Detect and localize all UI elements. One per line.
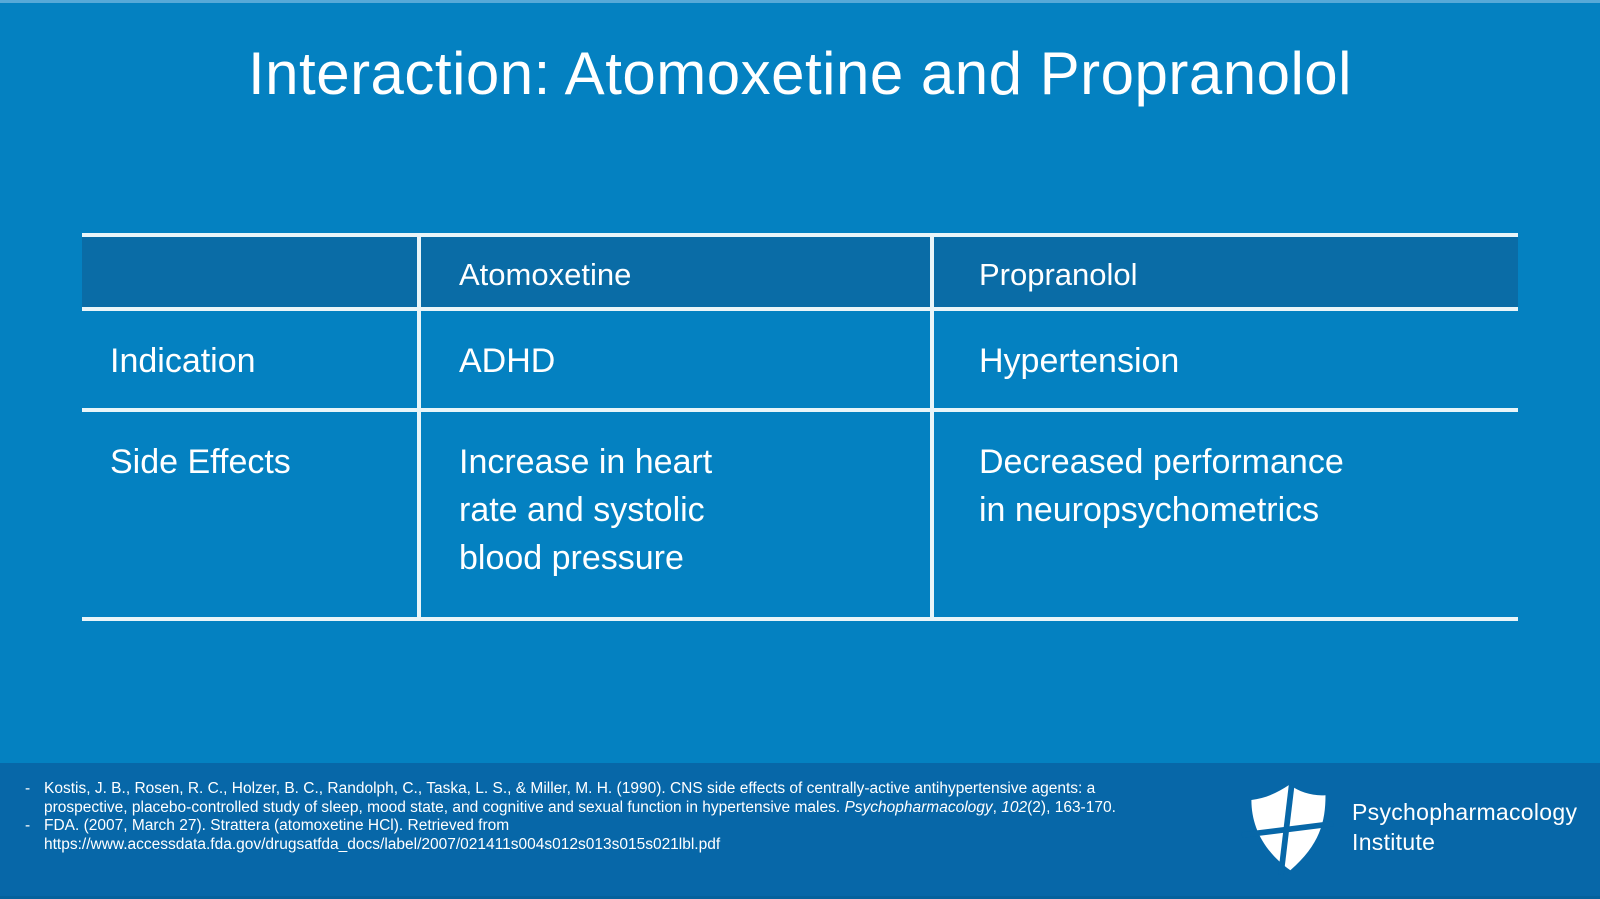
table-row-side-effects: Side Effects Increase in heart rate and … — [82, 408, 1518, 617]
reference-citation-kostis: Kostis, J. B., Rosen, R. C., Holzer, B. … — [44, 780, 1116, 817]
cell-side-effects-propranolol: Decreased performance in neuropsychometr… — [930, 412, 1518, 617]
row-label-indication: Indication — [110, 342, 256, 380]
table-row-indication: Indication ADHD Hypertension — [82, 307, 1518, 408]
organization-logo: Psychopharmacology Institute — [1240, 777, 1577, 877]
comparison-table: Atomoxetine Propranolol Indication ADHD … — [82, 233, 1518, 621]
cell-indication-atomoxetine: ADHD — [417, 311, 930, 408]
footer-band: - Kostis, J. B., Rosen, R. C., Holzer, B… — [0, 763, 1600, 899]
reference-item: - FDA. (2007, March 27). Strattera (atom… — [25, 817, 1116, 854]
citation-text: Kostis, J. B., Rosen, R. C., Holzer, B. … — [44, 780, 1096, 816]
table-header-row: Atomoxetine Propranolol — [82, 237, 1518, 307]
organization-name-line1: Psychopharmacology — [1352, 799, 1578, 825]
cell-indication-propranolol: Hypertension — [930, 311, 1518, 408]
cell-side-effects-atomoxetine: Increase in heart rate and systolic bloo… — [417, 412, 930, 617]
journal-volume-italic: 102 — [1001, 798, 1028, 816]
reference-citation-fda: FDA. (2007, March 27). Strattera (atomox… — [44, 817, 721, 853]
bottom-edge-strip — [0, 896, 1600, 899]
top-edge-strip — [0, 0, 1600, 3]
table-header-atomoxetine: Atomoxetine — [417, 237, 930, 307]
page-title: Interaction: Atomoxetine and Propranolol — [247, 40, 1352, 107]
shield-cross-icon — [1241, 779, 1334, 875]
organization-name-line2: Institute — [1352, 829, 1436, 855]
row-label-side-effects: Side Effects — [110, 443, 291, 481]
citation-pages: (2), 163-170. — [1027, 798, 1116, 816]
reference-bullet: - — [25, 817, 31, 834]
table-header-propranolol: Propranolol — [930, 237, 1518, 307]
reference-item: - Kostis, J. B., Rosen, R. C., Holzer, B… — [25, 780, 1116, 817]
references-list: - Kostis, J. B., Rosen, R. C., Holzer, B… — [25, 780, 1116, 854]
reference-bullet: - — [25, 780, 31, 797]
journal-name-italic: Psychopharmacology — [844, 798, 993, 816]
citation-separator: , — [992, 798, 1002, 816]
table-header-blank — [82, 237, 417, 307]
organization-name: Psychopharmacology Institute — [1352, 797, 1577, 857]
